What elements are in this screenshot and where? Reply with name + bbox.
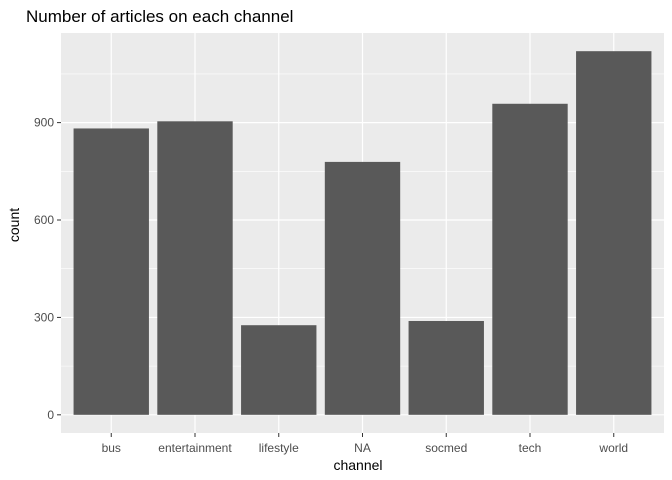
y-axis: 0 300 600 900	[34, 116, 61, 422]
bar-socmed	[408, 320, 484, 415]
x-tick-label: lifestyle	[259, 441, 299, 455]
x-tick-label: socmed	[425, 441, 467, 455]
bar-bus	[73, 128, 149, 415]
bar-world	[576, 51, 652, 415]
x-tick-label: entertainment	[158, 441, 232, 455]
y-tick-label: 300	[34, 310, 54, 324]
x-axis-title: channel	[333, 457, 382, 473]
y-axis-title: count	[6, 208, 22, 242]
x-axis: bus entertainment lifestyle NA socmed tech wor…	[102, 433, 628, 455]
x-tick-label: bus	[102, 441, 121, 455]
bar-entertainment	[157, 121, 233, 415]
chart-title: Number of articles on each channel	[26, 7, 293, 26]
y-tick-label: 600	[34, 213, 54, 227]
bars	[73, 51, 652, 415]
bar-tech	[492, 103, 568, 415]
y-tick-label: 900	[34, 116, 54, 130]
bar-lifestyle	[241, 325, 317, 415]
x-tick-label: tech	[519, 441, 542, 455]
x-tick-label: world	[598, 441, 628, 455]
bar-na	[324, 161, 401, 415]
y-tick-label: 0	[47, 408, 54, 422]
x-tick-label: NA	[354, 441, 371, 455]
